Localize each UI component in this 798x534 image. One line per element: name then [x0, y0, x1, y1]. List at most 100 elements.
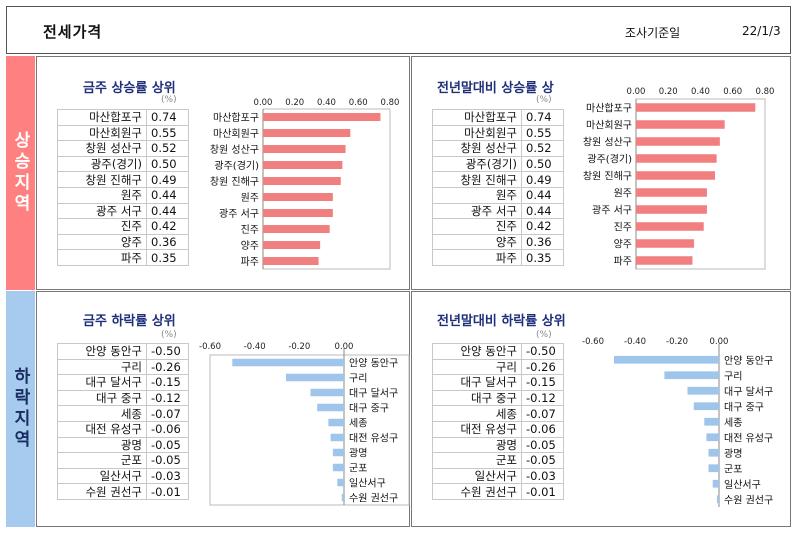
bar — [708, 448, 719, 457]
table-row: 진주 0.42 — [432, 218, 564, 235]
category-label: 진주 — [614, 222, 632, 234]
region-name: 진주 — [432, 218, 522, 235]
bar — [263, 193, 333, 201]
category-label: 대구 중구 — [724, 401, 764, 413]
table-row: 대구 중구 -0.12 — [432, 389, 564, 407]
bar — [337, 478, 344, 487]
tick-label: -0.60 — [199, 342, 221, 352]
rate-value: 0.74 — [146, 109, 189, 126]
rate-value: -0.50 — [521, 343, 564, 360]
bar — [263, 241, 321, 249]
category-label: 창원 성산구 — [210, 144, 259, 156]
table-row: 마산합포구 0.74 — [57, 109, 189, 126]
tick-label: 0.80 — [756, 87, 775, 97]
table-row: 양주 0.36 — [57, 233, 189, 251]
region-name: 대구 달서구 — [432, 374, 522, 391]
table-row: 수원 권선구 -0.01 — [432, 483, 564, 500]
region-name: 대구 중구 — [432, 389, 522, 407]
category-label: 양주 — [241, 240, 259, 252]
rate-value: -0.05 — [521, 452, 564, 469]
table-row: 마산회원구 0.55 — [57, 124, 189, 142]
unit-label: (%) — [536, 95, 552, 105]
category-label: 창원 진해구 — [583, 170, 632, 183]
category-label: 광명 — [349, 448, 367, 460]
rank-table: 안양 동안구 -0.50 구리 -0.26 대구 달서구 -0.15 대구 중구 -0.12 세… — [57, 343, 189, 500]
bar — [328, 418, 344, 427]
category-label: 진주 — [241, 224, 259, 236]
bar — [330, 433, 344, 442]
rate-value: -0.50 — [146, 343, 189, 360]
category-label: 일산서구 — [724, 479, 761, 491]
page-title: 전세가격 — [43, 23, 103, 41]
tick-label: -0.40 — [244, 342, 266, 352]
tick-label: -0.60 — [582, 337, 604, 347]
bar — [636, 137, 720, 146]
category-label: 대구 중구 — [349, 403, 389, 415]
category-label: 구리 — [724, 370, 742, 382]
bar — [263, 257, 319, 265]
rise-section-label: 상승지역 — [6, 56, 35, 290]
category-label: 마산합포구 — [586, 103, 632, 115]
survey-date: 22/1/3 — [742, 24, 781, 38]
tick-label: 0.20 — [659, 87, 678, 97]
category-label: 파주 — [614, 256, 632, 268]
weekly-rise-panel: 금주 상승률 상위 (%) 마산합포구 0.74 마산회원구 0.55 창원 성산구 0.… — [36, 56, 410, 290]
category-label: 마산회원구 — [213, 128, 259, 140]
bar — [636, 256, 693, 265]
category-label: 원주 — [614, 188, 632, 200]
table-row: 광명 -0.05 — [57, 436, 189, 454]
bar — [263, 129, 351, 137]
table-row: 대전 유성구 -0.06 — [57, 420, 189, 438]
rate-value: -0.26 — [521, 358, 564, 376]
bar — [636, 103, 756, 112]
region-name: 수원 권선구 — [57, 483, 147, 500]
table-row: 일산서구 -0.03 — [432, 467, 564, 485]
bar — [332, 463, 344, 472]
rank-table: 마산합포구 0.74 마산회원구 0.55 창원 성산구 0.52 광주(경기) 0.50 창원… — [57, 109, 189, 266]
survey-basis-label: 조사기준일 — [625, 26, 681, 40]
bar — [693, 402, 719, 411]
panel-title: 금주 상승률 상위 — [83, 81, 176, 96]
bar — [706, 433, 719, 442]
bar — [310, 388, 344, 397]
region-name: 마산합포구 — [57, 109, 147, 126]
category-label: 안양 동안구 — [349, 358, 398, 370]
category-label: 창원 성산구 — [583, 137, 632, 149]
panel-title: 전년말대비 하락률 상위 — [437, 314, 566, 329]
bar — [317, 403, 344, 412]
rate-value: 0.35 — [521, 249, 564, 266]
tick-label: -0.20 — [666, 337, 688, 347]
table-row: 파주 0.35 — [432, 249, 564, 266]
table-row: 광주 서구 0.44 — [432, 202, 564, 220]
bar — [664, 371, 719, 380]
category-label: 대전 유성구 — [349, 433, 398, 445]
table-row: 수원 권선구 -0.01 — [57, 483, 189, 500]
rate-value: -0.06 — [521, 420, 564, 438]
weekly-fall-panel: 금주 하락률 상위 (%) 안양 동안구 -0.50 구리 -0.26 대구 달서구 -0… — [36, 291, 410, 527]
rate-value: 0.55 — [146, 124, 189, 142]
category-label: 대구 달서구 — [349, 388, 398, 400]
category-label: 대구 달서구 — [724, 386, 773, 398]
category-label: 마산합포구 — [213, 112, 259, 124]
bar — [704, 417, 719, 426]
fall-section-label: 하락지역 — [6, 291, 35, 527]
bar — [614, 355, 719, 364]
category-label: 양주 — [614, 239, 632, 251]
rate-value: 0.42 — [146, 218, 189, 235]
table-row: 광주 서구 0.44 — [57, 202, 189, 220]
panel-title: 전년말대비 상승률 상 — [437, 81, 554, 96]
category-label: 광주 서구 — [592, 205, 632, 217]
region-name: 마산회원구 — [57, 124, 147, 142]
bar — [716, 495, 719, 504]
category-label: 광주 서구 — [219, 208, 259, 220]
region-name: 마산회원구 — [432, 124, 522, 142]
table-row: 대구 중구 -0.12 — [57, 389, 189, 407]
rate-value: 0.52 — [521, 140, 564, 157]
table-row: 광명 -0.05 — [432, 436, 564, 454]
tick-label: 0.00 — [627, 87, 646, 97]
rank-table: 마산합포구 0.74 마산회원구 0.55 창원 성산구 0.52 광주(경기) 0.50 창원… — [432, 109, 564, 266]
bar — [636, 188, 707, 197]
bar — [263, 209, 333, 217]
bar — [285, 373, 344, 382]
